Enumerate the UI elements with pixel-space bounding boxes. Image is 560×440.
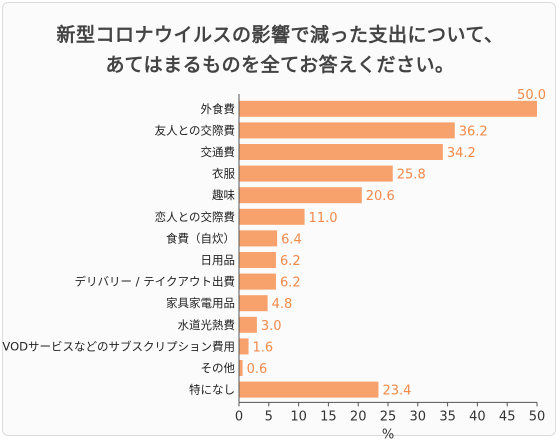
- category-label: 特になし: [189, 383, 235, 397]
- data-label: 6.4: [281, 232, 302, 247]
- x-tick-label: 30: [410, 409, 427, 424]
- bar: [239, 122, 455, 139]
- bar: [239, 187, 362, 204]
- x-tick-label: 20: [350, 409, 367, 424]
- x-tick-label: 40: [469, 409, 486, 424]
- bar: [239, 338, 249, 355]
- bar: [239, 165, 393, 182]
- category-label: 食費（自炊）: [166, 231, 235, 245]
- bar: [239, 144, 443, 160]
- x-tick-label: 15: [320, 409, 337, 424]
- category-label: 友人との交際費: [155, 123, 235, 137]
- category-label: 交通費: [201, 145, 236, 159]
- data-label: 4.8: [272, 297, 293, 312]
- data-label: 6.2: [280, 254, 301, 269]
- x-tick-label: 50: [529, 409, 546, 424]
- data-label: 11.0: [309, 211, 338, 226]
- bar: [239, 230, 278, 247]
- bar: [239, 381, 379, 398]
- bar: [239, 360, 243, 376]
- category-label: 趣味: [212, 188, 235, 202]
- data-label: 6.2: [280, 276, 301, 291]
- category-label: VODサービスなどのサブスクリプション費用: [2, 339, 235, 353]
- category-label: 家具家電用品: [166, 296, 235, 310]
- category-label: 衣服: [212, 167, 235, 181]
- category-label: 恋人との交際費: [155, 210, 235, 224]
- data-label: 1.6: [253, 340, 274, 355]
- bar: [239, 208, 305, 225]
- x-tick-label: 0: [235, 409, 243, 424]
- data-label: 0.6: [247, 362, 268, 377]
- chart-title-line-1: 新型コロナウイルスの影響で減った支出について、: [56, 24, 504, 46]
- category-label: 日用品: [201, 253, 236, 267]
- x-tick-label: 5: [265, 409, 273, 424]
- category-label: デリバリー / テイクアウト出費: [75, 275, 235, 289]
- data-label: 3.0: [261, 319, 282, 334]
- category-label: その他: [201, 361, 236, 375]
- x-tick-label: 45: [499, 409, 516, 424]
- data-label: 50.0: [517, 88, 546, 103]
- bar: [239, 252, 276, 268]
- bar: [239, 100, 537, 117]
- data-label: 23.4: [382, 384, 411, 399]
- bar: [239, 295, 268, 312]
- x-axis-label: %: [382, 427, 394, 440]
- x-tick-label: 25: [380, 409, 397, 424]
- data-label: 34.2: [447, 146, 476, 161]
- x-tick-label: 35: [439, 409, 456, 424]
- x-tick-label: 10: [290, 409, 307, 424]
- category-label: 外食費: [201, 102, 236, 116]
- category-label: 水道光熱費: [178, 318, 236, 332]
- bar: [239, 273, 276, 290]
- data-label: 25.8: [397, 168, 426, 183]
- bar: [239, 316, 257, 333]
- data-label: 20.6: [366, 189, 395, 204]
- chart-title-line-2: あてはまるものを全てお答えください。: [105, 54, 455, 76]
- data-label: 36.2: [459, 124, 488, 139]
